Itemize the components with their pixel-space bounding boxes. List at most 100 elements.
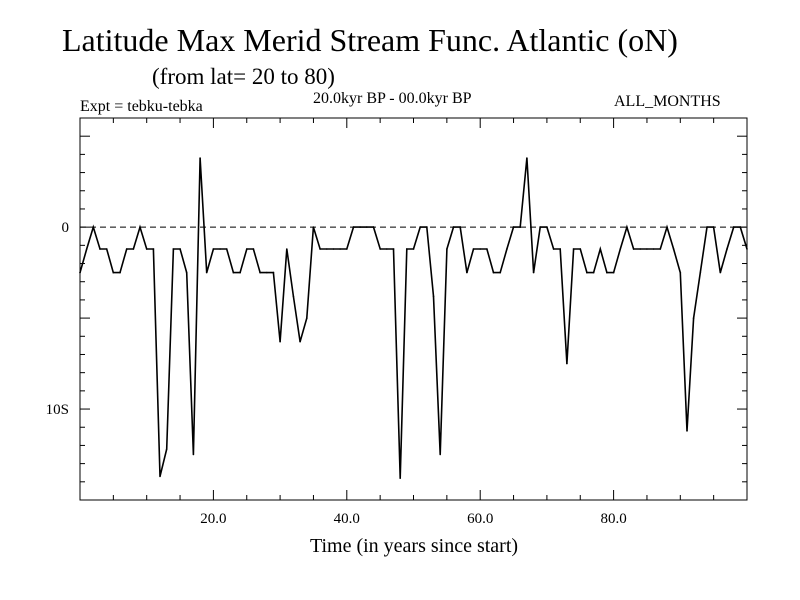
data-point bbox=[732, 226, 735, 228]
data-point bbox=[426, 226, 428, 228]
y-tick-label: 10S bbox=[46, 402, 69, 418]
data-point bbox=[205, 271, 208, 274]
x-tick-label: 80.0 bbox=[600, 511, 626, 527]
data-point bbox=[552, 248, 555, 250]
data-point bbox=[492, 271, 495, 274]
data-point bbox=[246, 248, 248, 250]
data-point bbox=[272, 271, 275, 274]
data-point bbox=[652, 248, 655, 250]
data-point bbox=[232, 271, 235, 274]
data-point bbox=[366, 226, 368, 228]
data-point bbox=[139, 226, 141, 228]
data-point bbox=[145, 248, 148, 250]
data-point bbox=[626, 226, 628, 228]
major-ticks bbox=[80, 118, 747, 500]
data-point bbox=[532, 271, 535, 274]
data-point bbox=[512, 226, 515, 228]
x-tick-label: 20.0 bbox=[200, 511, 226, 527]
data-point bbox=[125, 248, 128, 250]
data-point bbox=[599, 248, 602, 250]
x-tick-label: 40.0 bbox=[334, 511, 360, 527]
data-point bbox=[632, 248, 635, 250]
data-point bbox=[419, 226, 422, 228]
data-point bbox=[279, 340, 281, 343]
data-point bbox=[692, 317, 695, 319]
data-point bbox=[339, 248, 341, 250]
data-point bbox=[466, 271, 468, 274]
data-point bbox=[392, 248, 395, 250]
data-point bbox=[706, 226, 708, 228]
data-point bbox=[99, 248, 101, 250]
data-point bbox=[412, 248, 415, 250]
data-point bbox=[479, 248, 482, 250]
data-point bbox=[746, 248, 748, 250]
data-point bbox=[592, 271, 595, 274]
data-point bbox=[239, 271, 241, 274]
data-point bbox=[739, 226, 742, 228]
data-point bbox=[79, 271, 81, 274]
data-points bbox=[79, 157, 748, 480]
data-point bbox=[179, 248, 181, 250]
chart-title: Latitude Max Merid Stream Func. Atlantic… bbox=[62, 22, 678, 58]
period-label: 20.0kyr BP - 00.0kyr BP bbox=[313, 90, 472, 107]
data-point bbox=[85, 248, 88, 250]
data-point bbox=[459, 226, 462, 228]
data-point bbox=[386, 248, 388, 250]
minor-ticks bbox=[80, 118, 747, 500]
data-point bbox=[332, 248, 335, 250]
plot-frame bbox=[79, 117, 748, 501]
y-tick-label: 0 bbox=[62, 220, 70, 236]
data-point bbox=[579, 248, 582, 250]
chart-subtitle: (from lat= 20 to 80) bbox=[152, 64, 335, 89]
x-tick-label: 60.0 bbox=[467, 511, 493, 527]
data-point bbox=[352, 226, 355, 228]
data-point bbox=[372, 226, 375, 228]
data-point bbox=[686, 430, 688, 432]
data-point bbox=[639, 248, 642, 250]
data-point bbox=[432, 295, 435, 298]
data-point bbox=[586, 271, 588, 274]
data-point bbox=[212, 248, 215, 250]
data-point bbox=[319, 248, 321, 250]
data-point bbox=[546, 226, 548, 228]
data-point bbox=[519, 226, 521, 228]
data-point bbox=[225, 248, 228, 250]
data-point bbox=[286, 248, 288, 250]
data-point bbox=[312, 226, 315, 228]
data-point bbox=[112, 271, 115, 274]
y-tick-labels: 0 10S bbox=[46, 220, 69, 418]
data-point bbox=[446, 248, 448, 250]
data-point bbox=[486, 248, 488, 250]
data-point bbox=[712, 226, 715, 228]
x-axis-label: Time (in years since start) bbox=[310, 535, 518, 557]
data-point bbox=[172, 248, 175, 250]
data-point bbox=[559, 248, 561, 250]
data-point bbox=[379, 248, 382, 250]
data-point bbox=[105, 248, 108, 250]
data-point bbox=[306, 317, 308, 319]
data-point bbox=[165, 448, 168, 450]
months-label: ALL_MONTHS bbox=[614, 93, 721, 110]
data-point bbox=[566, 362, 568, 365]
data-point bbox=[92, 226, 95, 228]
data-point bbox=[152, 248, 155, 250]
data-series-line bbox=[79, 157, 748, 479]
data-point bbox=[266, 271, 268, 274]
data-point bbox=[299, 340, 301, 343]
data-point bbox=[192, 453, 195, 456]
data-point bbox=[472, 248, 475, 250]
data-point bbox=[526, 157, 528, 159]
data-point bbox=[539, 226, 541, 228]
data-point bbox=[292, 295, 295, 298]
data-point bbox=[259, 271, 261, 274]
data-point bbox=[359, 226, 361, 228]
data-point bbox=[659, 248, 662, 250]
data-point bbox=[506, 248, 508, 250]
x-tick-labels: 20.0 40.0 60.0 80.0 bbox=[200, 511, 626, 527]
data-point bbox=[452, 226, 455, 228]
data-point bbox=[726, 248, 728, 250]
data-point bbox=[406, 248, 408, 250]
data-point bbox=[185, 271, 188, 274]
data-point bbox=[672, 248, 675, 250]
